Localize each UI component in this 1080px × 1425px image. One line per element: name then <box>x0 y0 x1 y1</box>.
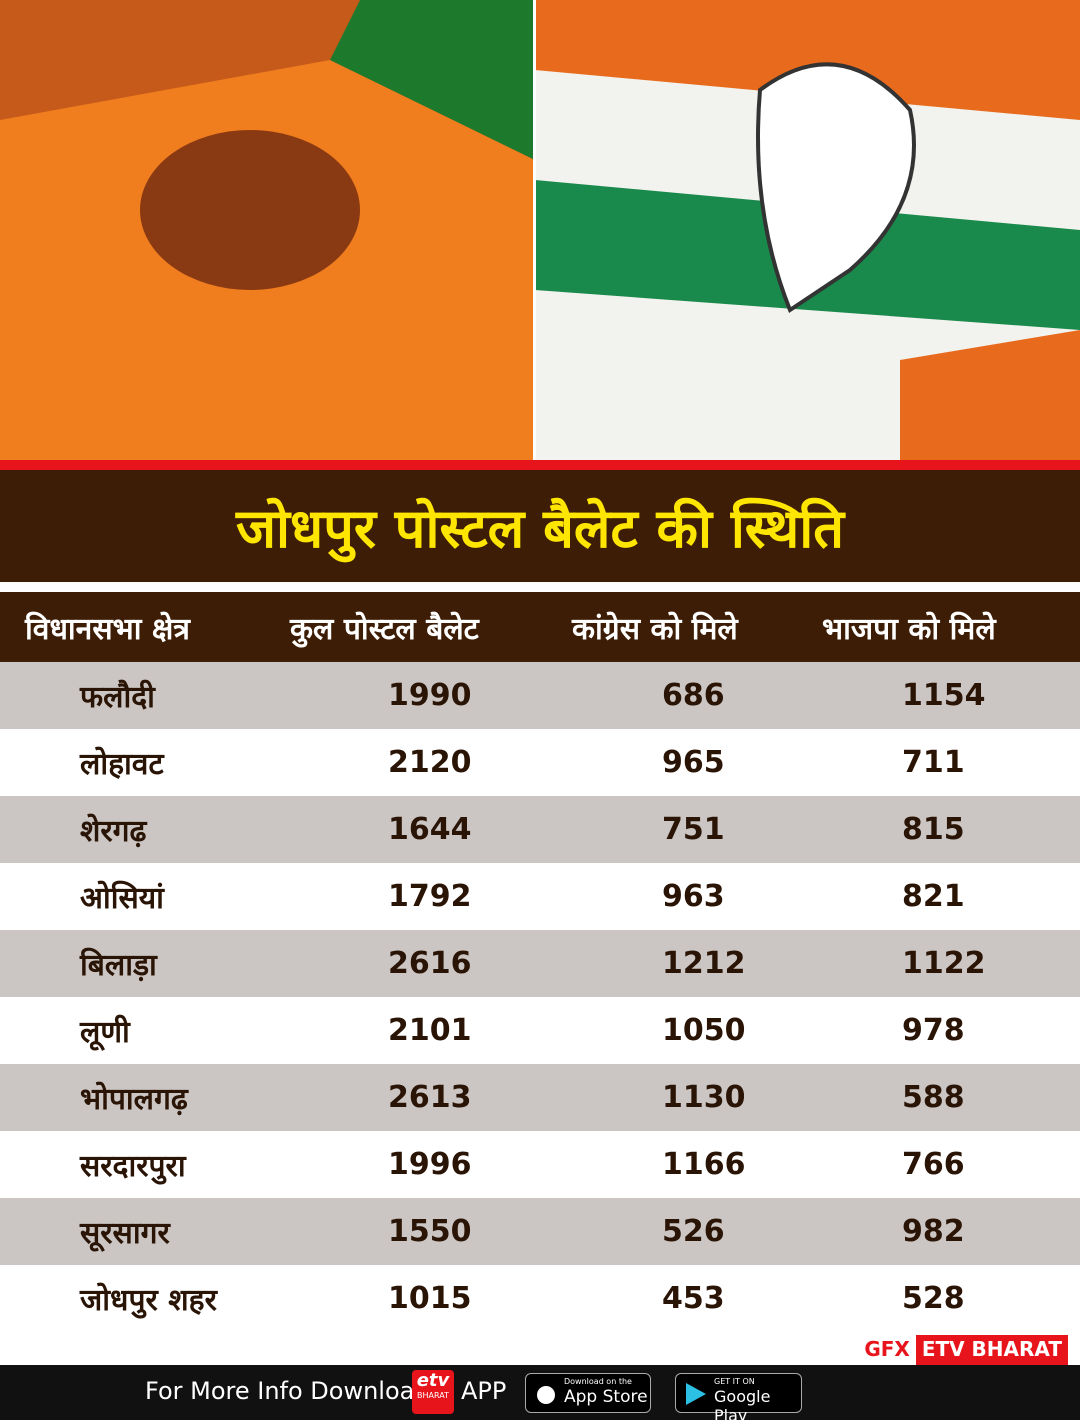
cell-number: 1990 <box>388 678 472 713</box>
logo-text: etv <box>416 1370 450 1391</box>
cell-number: 982 <box>902 1214 965 1249</box>
cell-number: 453 <box>662 1281 725 1316</box>
cell-name: फलौदी <box>80 680 155 715</box>
badge-small: Download on the <box>564 1377 632 1386</box>
footer: For More Info Download etv BHARAT APP Do… <box>0 1365 1080 1425</box>
cell-name: सरदारपुरा <box>80 1149 186 1184</box>
cell-number: 751 <box>662 812 725 847</box>
cell-number: 1792 <box>388 879 472 914</box>
credit: GFX ETV BHARAT <box>858 1335 1068 1365</box>
cell-number: 1130 <box>662 1080 746 1115</box>
cell-number: 821 <box>902 879 965 914</box>
table-row: भोपालगढ़ 2613 1130 588 <box>0 1064 1080 1131</box>
table-row: जोधपुर शहर 1015 453 528 <box>0 1265 1080 1332</box>
play-icon <box>686 1383 706 1405</box>
app-store-badge[interactable]: Download on the App Store <box>525 1373 651 1413</box>
cell-name: सूरसागर <box>80 1216 170 1251</box>
cell-name: बिलाड़ा <box>80 948 157 983</box>
column-header: विधानसभा क्षेत्र <box>25 611 190 647</box>
gfx-label: GFX <box>858 1335 916 1365</box>
cell-number: 1015 <box>388 1281 472 1316</box>
cell-number: 1122 <box>902 946 986 981</box>
table-row: शेरगढ़ 1644 751 815 <box>0 796 1080 863</box>
cell-number: 528 <box>902 1281 965 1316</box>
photo-illustration <box>0 0 1080 460</box>
table-row: लूणी 2101 1050 978 <box>0 997 1080 1064</box>
table-row: सरदारपुरा 1996 1166 766 <box>0 1131 1080 1198</box>
cell-number: 526 <box>662 1214 725 1249</box>
cell-number: 1212 <box>662 946 746 981</box>
hero-photo <box>0 0 1080 460</box>
badge-text: Google Play <box>714 1387 771 1425</box>
cell-name: लूणी <box>80 1015 130 1050</box>
cell-number: 1644 <box>388 812 472 847</box>
brand-label: ETV BHARAT <box>915 1335 1068 1365</box>
cell-name: शेरगढ़ <box>80 814 147 849</box>
cell-name: लोहावट <box>80 747 164 782</box>
column-header: कांग्रेस को मिले <box>572 611 738 647</box>
cell-number: 978 <box>902 1013 965 1048</box>
title: जोधपुर पोस्टल बैलेट की स्थिति <box>0 470 1080 582</box>
cell-number: 1550 <box>388 1214 472 1249</box>
table-row: ओसियां 1792 963 821 <box>0 863 1080 930</box>
cell-number: 1166 <box>662 1147 746 1182</box>
cell-name: ओसियां <box>80 881 164 916</box>
cell-number: 2613 <box>388 1080 472 1115</box>
red-stripe <box>0 460 1080 470</box>
cell-number: 1996 <box>388 1147 472 1182</box>
apple-icon <box>537 1386 555 1404</box>
cell-name: भोपालगढ़ <box>80 1082 188 1117</box>
cell-number: 965 <box>662 745 725 780</box>
footer-text: For More Info Download <box>145 1377 430 1405</box>
cell-number: 2101 <box>388 1013 472 1048</box>
logo-sub: BHARAT <box>417 1391 449 1400</box>
table-row: बिलाड़ा 2616 1212 1122 <box>0 930 1080 997</box>
table-row: सूरसागर 1550 526 982 <box>0 1198 1080 1265</box>
badge-text: App Store <box>564 1387 648 1407</box>
play-badge[interactable]: GET IT ON Google Play <box>675 1373 802 1425</box>
cell-number: 1154 <box>902 678 986 713</box>
cell-number: 686 <box>662 678 725 713</box>
table-row: लोहावट 2120 965 711 <box>0 729 1080 796</box>
cell-name: जोधपुर शहर <box>80 1283 217 1318</box>
column-header: भाजपा को मिले <box>822 611 996 647</box>
cell-number: 815 <box>902 812 965 847</box>
etv-logo: etv BHARAT <box>412 1370 454 1414</box>
cell-number: 1050 <box>662 1013 746 1048</box>
cell-number: 588 <box>902 1080 965 1115</box>
cell-number: 2616 <box>388 946 472 981</box>
app-text: APP <box>461 1377 507 1405</box>
cell-number: 2120 <box>388 745 472 780</box>
cell-number: 963 <box>662 879 725 914</box>
cell-number: 766 <box>902 1147 965 1182</box>
column-header: कुल पोस्टल बैलेट <box>290 611 479 647</box>
table-header: विधानसभा क्षेत्र कुल पोस्टल बैलेट कांग्रेस… <box>0 592 1080 662</box>
cell-number: 711 <box>902 745 965 780</box>
badge-small: GET IT ON <box>714 1377 755 1386</box>
table-row: फलौदी 1990 686 1154 <box>0 662 1080 729</box>
